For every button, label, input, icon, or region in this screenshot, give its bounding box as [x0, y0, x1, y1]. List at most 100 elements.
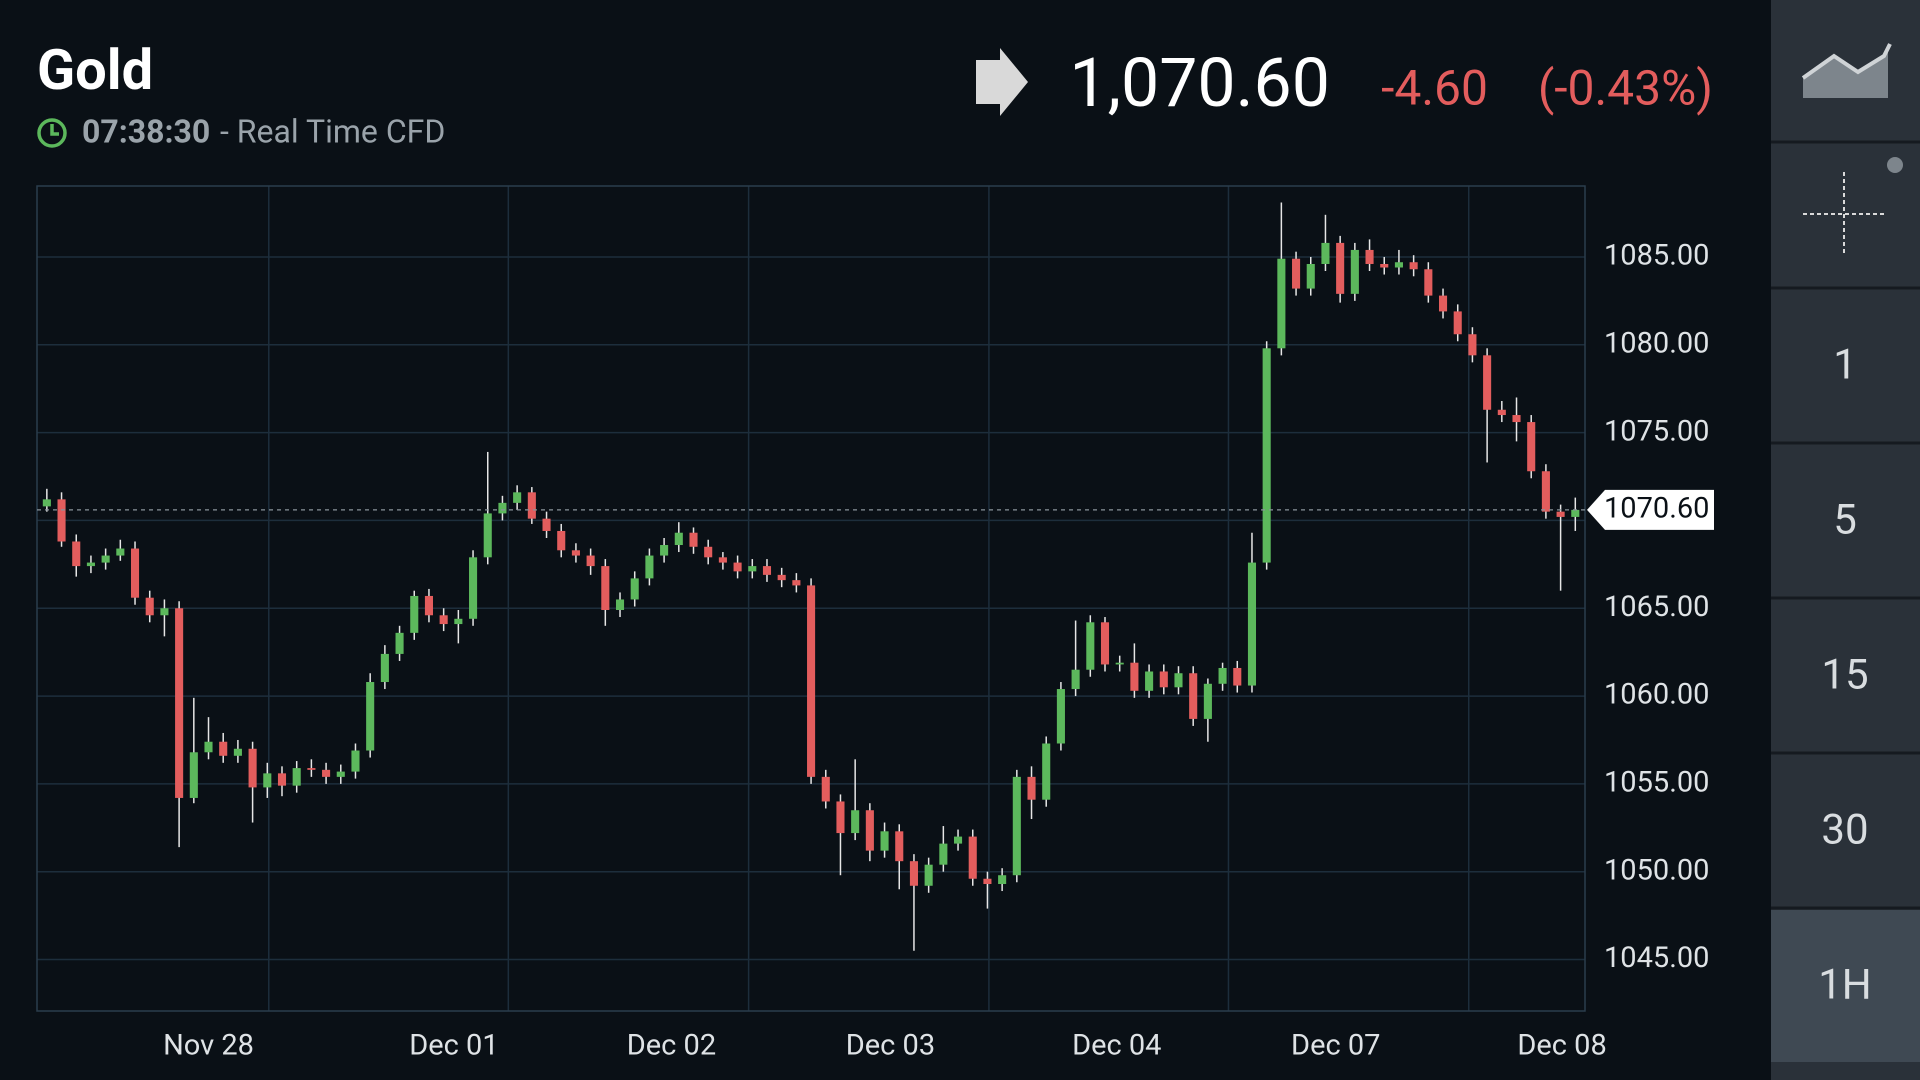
button-bg — [1771, 910, 1920, 1062]
candle-body — [498, 502, 507, 514]
candle — [851, 759, 860, 841]
trend-arrow — [976, 48, 1028, 116]
candle-body — [630, 578, 639, 600]
candle — [336, 764, 345, 784]
candle-body — [130, 548, 140, 598]
candle — [424, 588, 434, 623]
candle — [1130, 643, 1139, 698]
crosshair-button[interactable] — [1771, 144, 1920, 285]
candle-body — [807, 585, 816, 777]
instrument-title: Gold — [37, 37, 153, 103]
clock-icon — [37, 118, 67, 148]
interval-button[interactable]: 5 — [1771, 441, 1920, 597]
candle — [366, 673, 375, 758]
candle-body — [1321, 242, 1330, 264]
y-tick-label: 1055.00 — [1604, 766, 1709, 800]
candle-body — [277, 773, 287, 786]
candle — [1336, 235, 1345, 303]
y-tick-label: 1045.00 — [1604, 941, 1709, 975]
candle — [1438, 288, 1448, 319]
candle — [1556, 504, 1565, 591]
candle — [733, 555, 742, 579]
candle-body — [1100, 622, 1110, 665]
candle — [1365, 239, 1374, 272]
candle-body — [983, 878, 992, 885]
candle-body — [439, 615, 448, 625]
candle — [189, 697, 198, 804]
candle — [483, 451, 492, 565]
candle-body — [86, 562, 95, 567]
candle — [630, 571, 639, 607]
candle — [1409, 255, 1418, 277]
candle-body — [527, 492, 536, 519]
candle-body — [1438, 295, 1448, 312]
candle-body — [836, 801, 845, 834]
candle-body — [469, 557, 478, 619]
candle — [160, 599, 169, 637]
candle-body — [1394, 262, 1403, 268]
interval-button[interactable]: 30 — [1771, 751, 1920, 907]
candle-body — [395, 632, 404, 654]
candle — [395, 625, 404, 661]
candle-body — [1424, 269, 1433, 296]
candle — [322, 762, 331, 784]
candle-body — [689, 532, 698, 547]
candle-body — [939, 843, 948, 865]
candle — [968, 829, 977, 886]
candle-body — [1336, 242, 1345, 294]
candle — [836, 794, 845, 876]
candle-body — [189, 752, 198, 798]
interval-button[interactable]: 15 — [1771, 596, 1920, 752]
candle — [557, 523, 566, 558]
candle-body — [1115, 662, 1124, 665]
candle — [1380, 256, 1389, 275]
candle-body — [1218, 667, 1227, 684]
candle-body — [1203, 683, 1212, 719]
chart-type-button[interactable] — [1771, 0, 1920, 141]
y-tick-label: 1080.00 — [1604, 326, 1709, 360]
candle — [660, 537, 669, 563]
candle-body — [1292, 258, 1301, 289]
interval-label: 1 — [1833, 341, 1857, 390]
candle-body — [953, 836, 963, 844]
y-tick-label: 1060.00 — [1604, 678, 1709, 712]
last-price-tag — [1587, 489, 1714, 530]
button-bg — [1771, 290, 1920, 442]
candle — [865, 803, 874, 862]
interval-button[interactable]: 1 — [1771, 286, 1920, 442]
candle-body — [557, 530, 566, 551]
candle-body — [57, 499, 66, 542]
interval-button[interactable]: 1H — [1771, 906, 1920, 1062]
candle — [1218, 662, 1227, 691]
candle — [233, 739, 242, 763]
candle — [292, 761, 301, 793]
button-bg — [1771, 445, 1920, 597]
candle — [1086, 615, 1095, 677]
candle-body — [454, 618, 463, 625]
candle-body — [424, 595, 434, 616]
candle — [527, 487, 536, 524]
candle — [1159, 664, 1168, 695]
candle-body — [924, 864, 933, 886]
candle-body — [72, 541, 81, 567]
candle — [513, 485, 522, 510]
candle-body — [513, 492, 522, 503]
plot-border — [36, 185, 1586, 1012]
candle — [880, 822, 889, 858]
candle — [410, 590, 419, 640]
candle-body — [733, 562, 742, 572]
candle — [748, 559, 757, 579]
candle-body — [586, 555, 595, 567]
candle-body — [880, 831, 889, 851]
candle-body — [1056, 689, 1065, 744]
candle — [307, 759, 316, 777]
candle-body — [601, 566, 610, 611]
interval-label: 30 — [1821, 806, 1868, 855]
last-price-label: 1070.60 — [1604, 492, 1709, 526]
candle — [1306, 256, 1315, 296]
candle — [101, 548, 110, 570]
candle — [601, 559, 610, 626]
candle-body — [998, 875, 1007, 885]
